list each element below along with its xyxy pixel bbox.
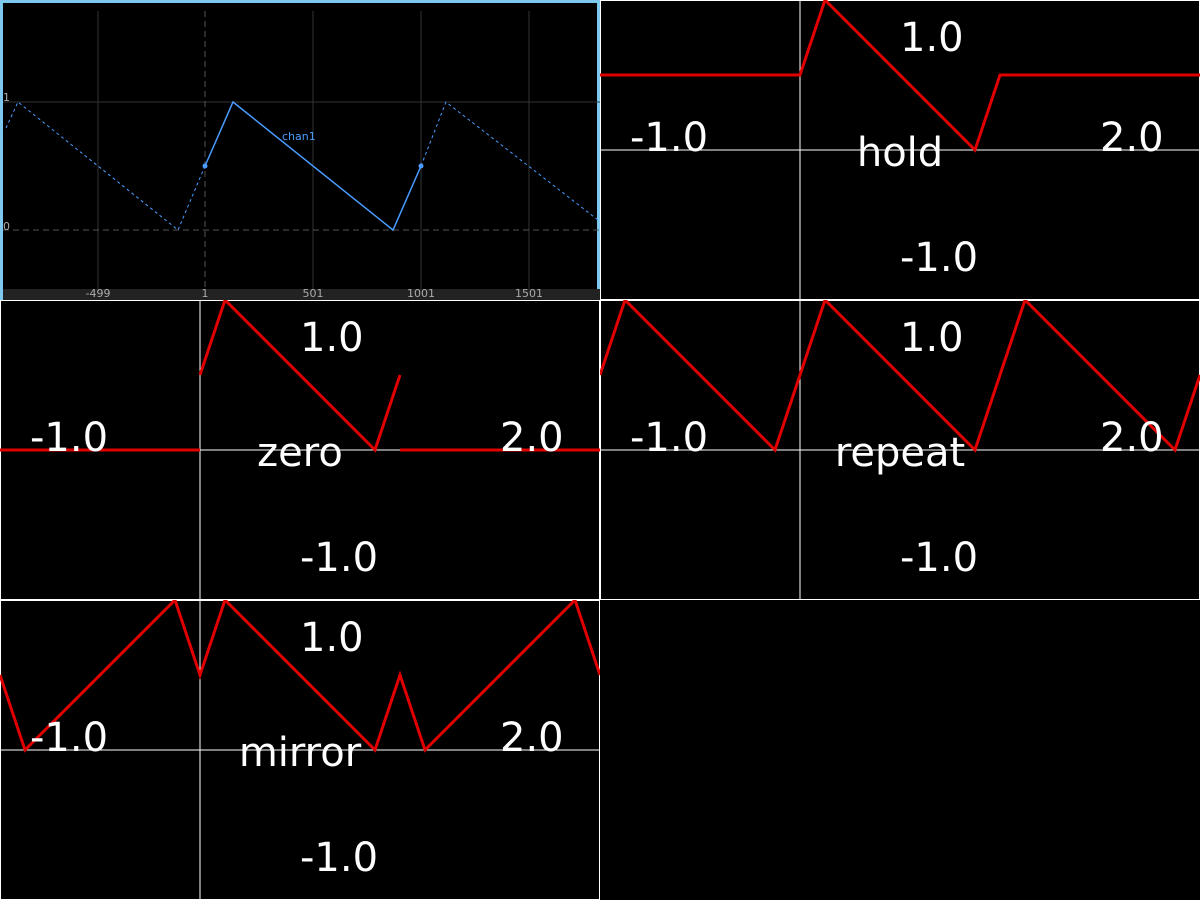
y-max-label: 1.0: [900, 15, 964, 61]
x-tick: 501: [302, 287, 324, 300]
mode-label: repeat: [834, 430, 966, 476]
y-max-label: 1.0: [300, 315, 364, 361]
mode-label: zero: [257, 430, 343, 476]
x-min-label: -1.0: [30, 415, 109, 461]
zero-curve: [198, 300, 402, 453]
x-tick: -499: [85, 287, 111, 300]
x-max-label: 2.0: [1100, 115, 1164, 161]
y-min-label: -1.0: [900, 535, 979, 581]
keyframe-handle[interactable]: [418, 163, 424, 169]
zero-plot: [0, 300, 600, 600]
panel-repeat: -1.0 2.0 1.0 -1.0 repeat: [600, 300, 1200, 600]
x-ruler[interactable]: [3, 289, 603, 303]
channel-label: chan1: [282, 130, 316, 143]
channel-curve[interactable]: [204, 100, 422, 232]
mirror-plot: [0, 600, 600, 900]
y-min-label: -1.0: [300, 835, 379, 881]
x-max-label: 2.0: [500, 415, 564, 461]
y-max-label: 1.0: [900, 315, 964, 361]
panel-hold: -1.0 2.0 1.0 -1.0 hold: [600, 0, 1200, 300]
extrapolation-left: [5, 101, 206, 231]
mode-label: hold: [856, 130, 944, 176]
panel-mirror: -1.0 2.0 1.0 -1.0 mirror: [0, 600, 600, 900]
editor-graph[interactable]: [3, 3, 603, 303]
x-tick: 1: [201, 287, 209, 300]
x-tick: 1001: [407, 287, 435, 300]
y-max-label: 1.0: [300, 615, 364, 661]
y-min-label: -1.0: [900, 235, 979, 281]
x-tick: 1501: [515, 287, 543, 300]
channel-editor[interactable]: 1 0 -499 1 501 1001 1501 chan1: [0, 0, 603, 303]
y-tick: 0: [3, 220, 10, 233]
mode-label: mirror: [238, 730, 362, 776]
x-max-label: 2.0: [500, 715, 564, 761]
panel-zero: -1.0 2.0 1.0 -1.0 zero: [0, 300, 600, 600]
extrapolation-right: [420, 101, 599, 221]
x-max-label: 2.0: [1100, 415, 1164, 461]
x-min-label: -1.0: [30, 715, 109, 761]
repeat-curve: [600, 300, 1200, 453]
keyframe-handle[interactable]: [202, 163, 208, 169]
hold-curve: [600, 0, 1200, 153]
repeat-plot: [600, 300, 1200, 600]
y-tick: 1: [3, 91, 10, 104]
x-min-label: -1.0: [630, 115, 709, 161]
x-min-label: -1.0: [630, 415, 709, 461]
mirror-curve: [0, 600, 600, 753]
y-min-label: -1.0: [300, 535, 379, 581]
empty-area: [600, 600, 1200, 900]
